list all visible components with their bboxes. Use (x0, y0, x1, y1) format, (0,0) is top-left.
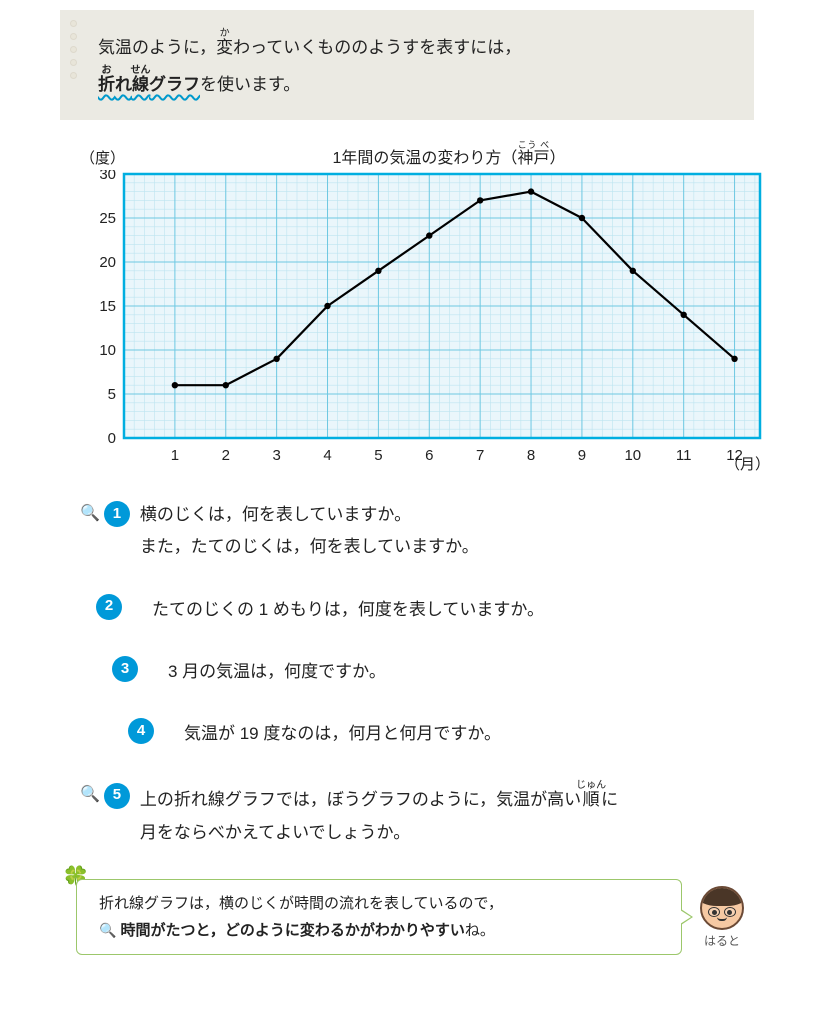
svg-text:5: 5 (374, 447, 382, 464)
badge-4: 4 (128, 718, 154, 744)
svg-text:11: 11 (676, 447, 692, 464)
svg-text:2: 2 (222, 447, 230, 464)
svg-text:3: 3 (272, 447, 280, 464)
text: を使います。 (200, 75, 300, 94)
chart-container: （度） 1年間の気温の変わり方（神戸こう べ） 0 5 10 15 20 25 30 1 2 3 4… (80, 140, 734, 471)
badge-1: 1 (104, 501, 130, 527)
question-3: 3 3 月の気温は，何度ですか。 (112, 656, 734, 688)
chart-title: 1年間の気温の変わり方（神戸こう べ） (124, 140, 734, 168)
x-axis-unit: （月） (725, 453, 770, 474)
text: 気温のように， (98, 38, 216, 57)
keyword-oresen-graph: 折おれ線せんグラフ (98, 75, 200, 97)
question-1: 🔍 1 横のじくは，何を表していますか。 また，たてのじくは，何を表していますか… (80, 499, 734, 564)
binder-holes (70, 20, 77, 79)
question-4: 4 気温が 19 度なのは，何月と何月ですか。 (128, 718, 734, 750)
speech-bubble: 折れ線グラフは，横のじくが時間の流れを表しているので， 🔍時間がたつと，どのよう… (76, 879, 682, 955)
svg-text:9: 9 (578, 447, 586, 464)
svg-text:0: 0 (108, 430, 116, 447)
line-chart: 051015202530123456789101112 (80, 170, 768, 466)
question-text: 3 月の気温は，何度ですか。 (168, 656, 386, 688)
svg-text:6: 6 (425, 447, 433, 464)
bubble-line-1: 折れ線グラフは，横のじくが時間の流れを表しているので， (99, 890, 663, 917)
magnifier-icon: 🔍 (80, 780, 100, 810)
svg-text:5: 5 (108, 386, 116, 403)
info-box: 気温のように，変かわっていくもののようすを表すには， 折おれ線せんグラフを使いま… (60, 10, 754, 120)
bubble-line-2: 🔍時間がたつと，どのように変わるかがわかりやすいね。 (99, 917, 663, 944)
svg-text:10: 10 (99, 342, 116, 359)
question-text: たてのじくの 1 めもりは，何度を表していますか。 (152, 594, 544, 626)
magnifier-icon: 🔍 (80, 499, 100, 529)
svg-text:25: 25 (99, 210, 116, 227)
svg-text:4: 4 (323, 447, 331, 464)
question-list: 🔍 1 横のじくは，何を表していますか。 また，たてのじくは，何を表していますか… (80, 499, 734, 849)
svg-text:15: 15 (99, 298, 116, 315)
y-axis-unit: （度） (80, 147, 124, 168)
character-name: はると (700, 932, 744, 949)
speech-bubble-row: 🍀 折れ線グラフは，横のじくが時間の流れを表しているので， 🔍時間がたつと，どの… (76, 879, 744, 955)
info-line-1: 気温のように，変かわっていくもののようすを表すには， (98, 28, 730, 65)
question-text: 横のじくは，何を表していますか。 また，たてのじくは，何を表していますか。 (140, 499, 479, 564)
magnifier-icon: 🔍 (99, 922, 116, 938)
svg-text:1: 1 (171, 447, 179, 464)
question-text: 気温が 19 度なのは，何月と何月ですか。 (184, 718, 501, 750)
question-text: 上の折れ線グラフでは，ぼうグラフのように，気温が高い順じゅんに 月をならべかえて… (140, 780, 618, 849)
question-5: 🔍 5 上の折れ線グラフでは，ぼうグラフのように，気温が高い順じゅんに 月をなら… (80, 780, 734, 849)
info-line-2: 折おれ線せんグラフを使います。 (98, 65, 730, 102)
badge-3: 3 (112, 656, 138, 682)
svg-text:10: 10 (624, 447, 641, 464)
svg-text:20: 20 (99, 254, 116, 271)
badge-5: 5 (104, 783, 130, 809)
badge-2: 2 (96, 594, 122, 620)
svg-text:7: 7 (476, 447, 484, 464)
svg-text:8: 8 (527, 447, 535, 464)
character-haruto: はると (700, 886, 744, 949)
question-2: 2 たてのじくの 1 めもりは，何度を表していますか。 (96, 594, 734, 626)
svg-text:30: 30 (99, 170, 116, 183)
face-icon (700, 886, 744, 930)
text: わっていくもののようすを表すには， (233, 38, 521, 57)
